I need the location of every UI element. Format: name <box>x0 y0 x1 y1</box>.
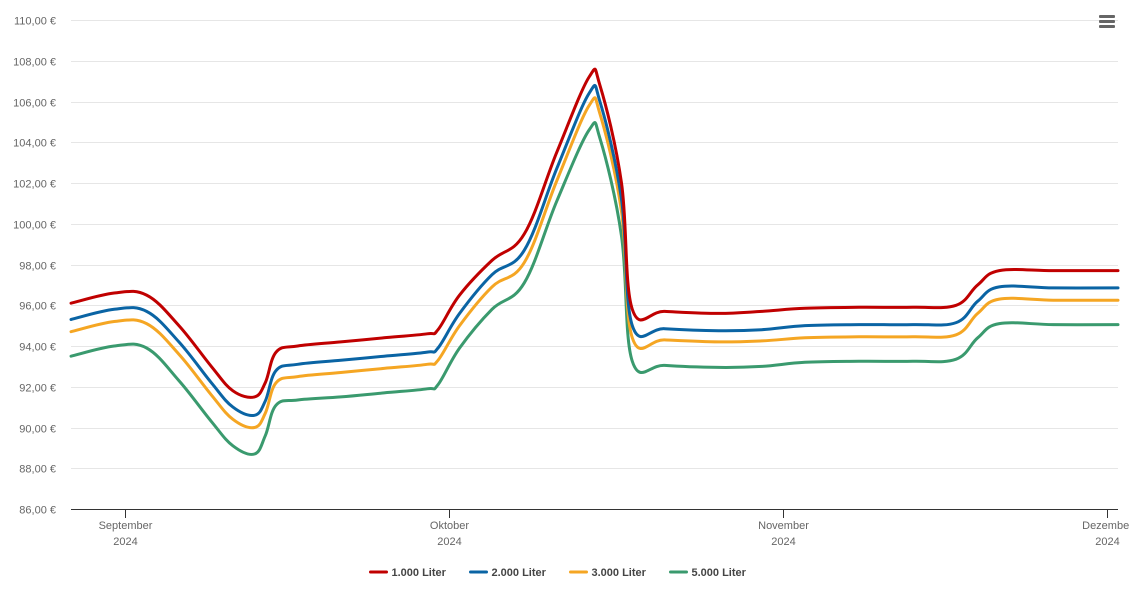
hamburger-menu-icon[interactable] <box>1094 10 1120 34</box>
x-tick-year: 2024 <box>1095 536 1119 548</box>
x-axis-ticks: September 2024 Oktober 2024 November 2024 Deze… <box>99 509 1129 548</box>
series-line-2000liter[interactable] <box>69 84 1120 418</box>
y-tick-label: 108,00 € <box>13 57 56 69</box>
y-tick-label: 94,00 € <box>19 342 56 354</box>
x-tick-label: September <box>99 520 153 532</box>
y-tick-label: 110,00 € <box>14 16 56 28</box>
legend-item[interactable]: 3.000 Liter <box>569 567 647 579</box>
series-line-3000liter[interactable] <box>69 96 1120 430</box>
y-tick-label: 90,00 € <box>19 424 56 436</box>
y-tick-label: 86,00 € <box>19 505 56 517</box>
y-tick-label: 106,00 € <box>13 98 56 110</box>
y-tick-label: 102,00 € <box>13 179 56 191</box>
grid-lines <box>71 20 1118 469</box>
y-axis-ticks: 86,00 € 88,00 € 90,00 € 92,00 € 94,00 € 96,00… <box>13 16 56 517</box>
y-tick-label: 88,00 € <box>19 464 56 476</box>
x-tick-year: 2024 <box>113 536 137 548</box>
x-tick-label: Dezember <box>1082 520 1129 532</box>
series-lines <box>69 67 1120 456</box>
x-tick-year: 2024 <box>437 536 461 548</box>
y-tick-label: 100,00 € <box>13 220 56 232</box>
legend[interactable]: 1.000 Liter 2.000 Liter 3.000 Liter 5.000 L… <box>369 567 747 579</box>
legend-item[interactable]: 2.000 Liter <box>469 567 547 579</box>
series-line-5000liter[interactable] <box>69 121 1120 456</box>
legend-label: 3.000 Liter <box>592 567 647 579</box>
legend-label: 2.000 Liter <box>492 567 547 579</box>
y-tick-label: 92,00 € <box>19 383 56 395</box>
y-tick-label: 96,00 € <box>19 301 56 313</box>
legend-item[interactable]: 5.000 Liter <box>669 567 747 579</box>
y-tick-label: 98,00 € <box>19 261 56 273</box>
legend-label: 1.000 Liter <box>392 567 447 579</box>
x-tick-label: Oktober <box>430 520 469 532</box>
legend-label: 5.000 Liter <box>692 567 747 579</box>
legend-item[interactable]: 1.000 Liter <box>369 567 447 579</box>
x-tick-year: 2024 <box>771 536 795 548</box>
y-tick-label: 104,00 € <box>13 138 56 150</box>
series-line-1000liter[interactable] <box>69 67 1120 399</box>
x-tick-label: November <box>758 520 809 532</box>
